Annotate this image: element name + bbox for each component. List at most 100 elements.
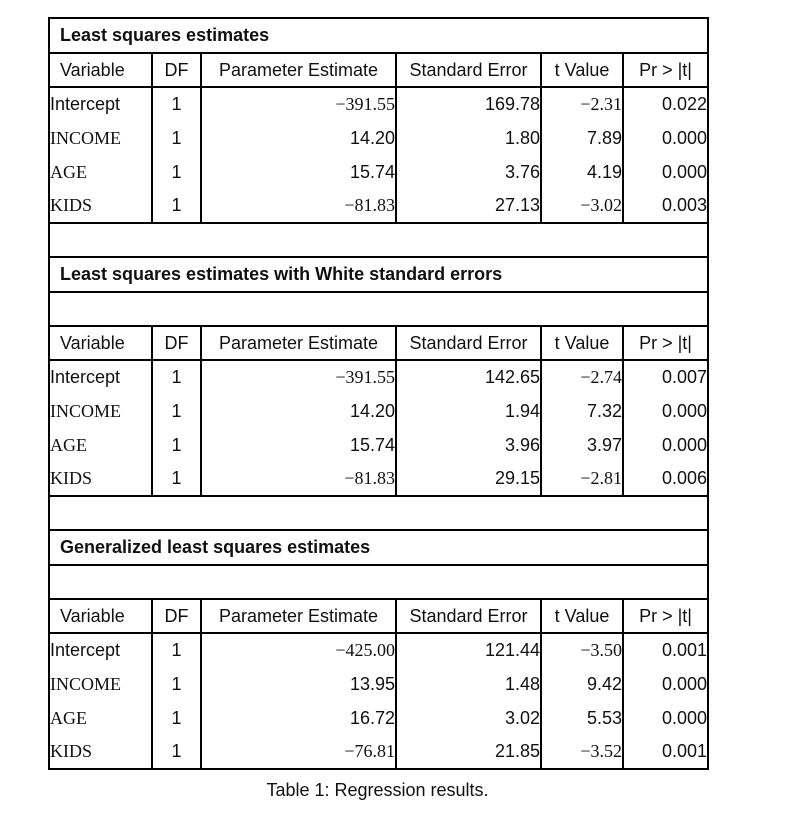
table-cell: 1.80 xyxy=(395,121,542,155)
column-header: Pr > |t| xyxy=(621,52,710,88)
table-caption: Table 1: Regression results. xyxy=(266,780,489,800)
table-cell: 0.000 xyxy=(621,701,710,735)
table-cell: 1 xyxy=(151,155,202,189)
table-cell: −2.74 xyxy=(540,359,624,394)
table-cell: 1 xyxy=(151,667,202,701)
table-cell: 14.20 xyxy=(200,121,397,155)
table-cell: −81.83 xyxy=(200,462,397,497)
table-cell: 5.53 xyxy=(540,701,624,735)
table-row: AGE 1 15.74 3.96 3.97 0.000 xyxy=(48,428,710,462)
row-label: INCOME xyxy=(48,121,153,155)
table-cell: 1 xyxy=(151,428,202,462)
table-row: KIDS 1 −81.83 27.13 −3.02 0.003 xyxy=(48,189,710,224)
table-cell: 3.97 xyxy=(540,428,624,462)
table-row: KIDS 1 −81.83 29.15 −2.81 0.006 xyxy=(48,462,710,497)
table-cell: −3.50 xyxy=(540,632,624,667)
spacer-cell xyxy=(49,222,709,258)
table-row: KIDS 1 −76.81 21.85 −3.52 0.001 xyxy=(48,735,710,770)
table-cell: 0.000 xyxy=(621,667,710,701)
table-cell: 3.76 xyxy=(395,155,542,189)
spacer-cell xyxy=(49,291,709,327)
table-cell: −425.00 xyxy=(200,632,397,667)
table-cell: 13.95 xyxy=(200,667,397,701)
column-header: Parameter Estimate xyxy=(200,325,397,361)
table-cell: 1 xyxy=(151,462,202,497)
spacer-row xyxy=(49,495,709,531)
table-cell: 7.32 xyxy=(540,394,624,428)
row-label: KIDS xyxy=(48,189,153,224)
spacer-row xyxy=(49,222,709,258)
row-label: KIDS xyxy=(48,735,153,770)
section-title-row: Least squares estimates xyxy=(49,17,709,54)
spacer-row xyxy=(49,291,709,327)
section-title-row: Generalized least squares estimates xyxy=(49,529,709,566)
table-cell: 1 xyxy=(151,359,202,394)
table-cell: 0.006 xyxy=(621,462,710,497)
column-header: Variable xyxy=(48,598,153,634)
table-row: AGE 1 15.74 3.76 4.19 0.000 xyxy=(48,155,710,189)
column-header: Variable xyxy=(48,52,153,88)
column-header: Standard Error xyxy=(395,325,542,361)
column-header-row: Variable DF Parameter Estimate Standard Err… xyxy=(48,325,710,361)
table-cell: 9.42 xyxy=(540,667,624,701)
table-cell: 1 xyxy=(151,189,202,224)
table-cell: 7.89 xyxy=(540,121,624,155)
table-cell: 0.000 xyxy=(621,155,710,189)
table-cell: 27.13 xyxy=(395,189,542,224)
table-cell: 1 xyxy=(151,86,202,121)
row-label: Intercept xyxy=(48,359,153,394)
table-row: Intercept 1 −391.55 142.65 −2.74 0.007 xyxy=(48,359,710,394)
section-title: Least squares estimates with White stand… xyxy=(49,256,709,293)
column-header: t Value xyxy=(540,598,624,634)
table-cell: 1.48 xyxy=(395,667,542,701)
table-cell: −3.52 xyxy=(540,735,624,770)
document-page: Least squares estimates Variable DF Paramet… xyxy=(48,17,710,801)
section-title: Least squares estimates xyxy=(49,17,709,54)
table-cell: 16.72 xyxy=(200,701,397,735)
row-label: INCOME xyxy=(48,394,153,428)
table-cell: 21.85 xyxy=(395,735,542,770)
table-cell: −391.55 xyxy=(200,359,397,394)
table-cell: 15.74 xyxy=(200,428,397,462)
column-header: Parameter Estimate xyxy=(200,598,397,634)
table-cell: 3.96 xyxy=(395,428,542,462)
table-cell: 0.022 xyxy=(621,86,710,121)
column-header: DF xyxy=(151,325,202,361)
column-header: DF xyxy=(151,598,202,634)
column-header: t Value xyxy=(540,52,624,88)
row-label: AGE xyxy=(48,701,153,735)
table-cell: 1 xyxy=(151,394,202,428)
table-cell: 0.000 xyxy=(621,121,710,155)
table-cell: 169.78 xyxy=(395,86,542,121)
table-cell: 0.001 xyxy=(621,632,710,667)
table-cell: 14.20 xyxy=(200,394,397,428)
row-label: INCOME xyxy=(48,667,153,701)
column-header: DF xyxy=(151,52,202,88)
table-cell: −2.81 xyxy=(540,462,624,497)
table-cell: 142.65 xyxy=(395,359,542,394)
row-label: Intercept xyxy=(48,86,153,121)
spacer-row xyxy=(49,564,709,600)
column-header: Standard Error xyxy=(395,52,542,88)
row-label: AGE xyxy=(48,428,153,462)
table-cell: 4.19 xyxy=(540,155,624,189)
table-cell: 15.74 xyxy=(200,155,397,189)
column-header: t Value xyxy=(540,325,624,361)
column-header: Variable xyxy=(48,325,153,361)
spacer-cell xyxy=(49,564,709,600)
column-header-row: Variable DF Parameter Estimate Standard Err… xyxy=(48,598,710,634)
row-label: AGE xyxy=(48,155,153,189)
column-header: Parameter Estimate xyxy=(200,52,397,88)
table-row: INCOME 1 13.95 1.48 9.42 0.000 xyxy=(48,667,710,701)
table-cell: 1.94 xyxy=(395,394,542,428)
regression-table: Least squares estimates Variable DF Paramet… xyxy=(48,17,710,770)
table-cell: −76.81 xyxy=(200,735,397,770)
row-label: KIDS xyxy=(48,462,153,497)
table-cell: 0.003 xyxy=(621,189,710,224)
section-title: Generalized least squares estimates xyxy=(49,529,709,566)
column-header: Standard Error xyxy=(395,598,542,634)
table-cell: 0.000 xyxy=(621,428,710,462)
table-cell: 121.44 xyxy=(395,632,542,667)
table-cell: 1 xyxy=(151,121,202,155)
table-row: INCOME 1 14.20 1.80 7.89 0.000 xyxy=(48,121,710,155)
